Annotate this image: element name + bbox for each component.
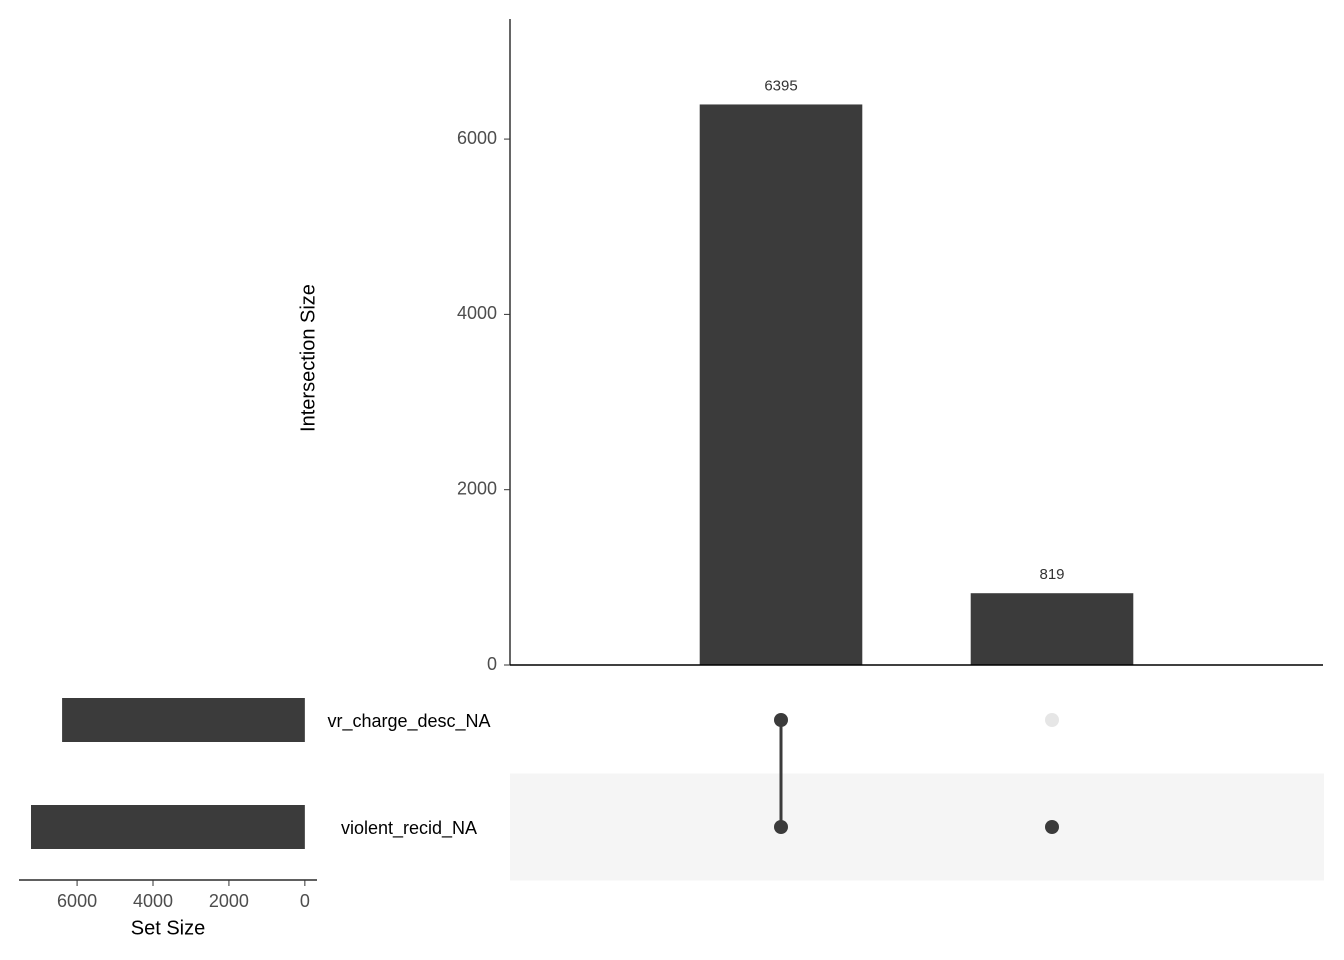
bar-label: 819 <box>1039 566 1064 583</box>
set-size-bar <box>30 805 305 849</box>
bar <box>699 104 863 666</box>
matrix-dot <box>1045 713 1059 727</box>
x-tick-label: 4000 <box>133 891 173 911</box>
x-tick-label: 2000 <box>209 891 249 911</box>
x-tick-label: 6000 <box>57 891 97 911</box>
matrix-dot <box>1045 820 1059 834</box>
y-tick-label: 6000 <box>457 128 497 148</box>
y-tick-label: 0 <box>487 654 497 674</box>
bar <box>970 593 1134 665</box>
matrix-dot <box>774 713 788 727</box>
bar-label: 6395 <box>764 77 797 94</box>
row-shade <box>510 773 1324 881</box>
x-axis-title: Set Size <box>131 917 205 939</box>
y-tick-label: 4000 <box>457 303 497 323</box>
set-label: violent_recid_NA <box>341 818 477 839</box>
y-axis-title: Intersection Size <box>297 284 319 432</box>
x-tick-label: 0 <box>300 891 310 911</box>
set-size-bar <box>62 698 305 742</box>
set-label: vr_charge_desc_NA <box>327 711 490 732</box>
y-tick-label: 2000 <box>457 478 497 498</box>
matrix-dot <box>774 820 788 834</box>
